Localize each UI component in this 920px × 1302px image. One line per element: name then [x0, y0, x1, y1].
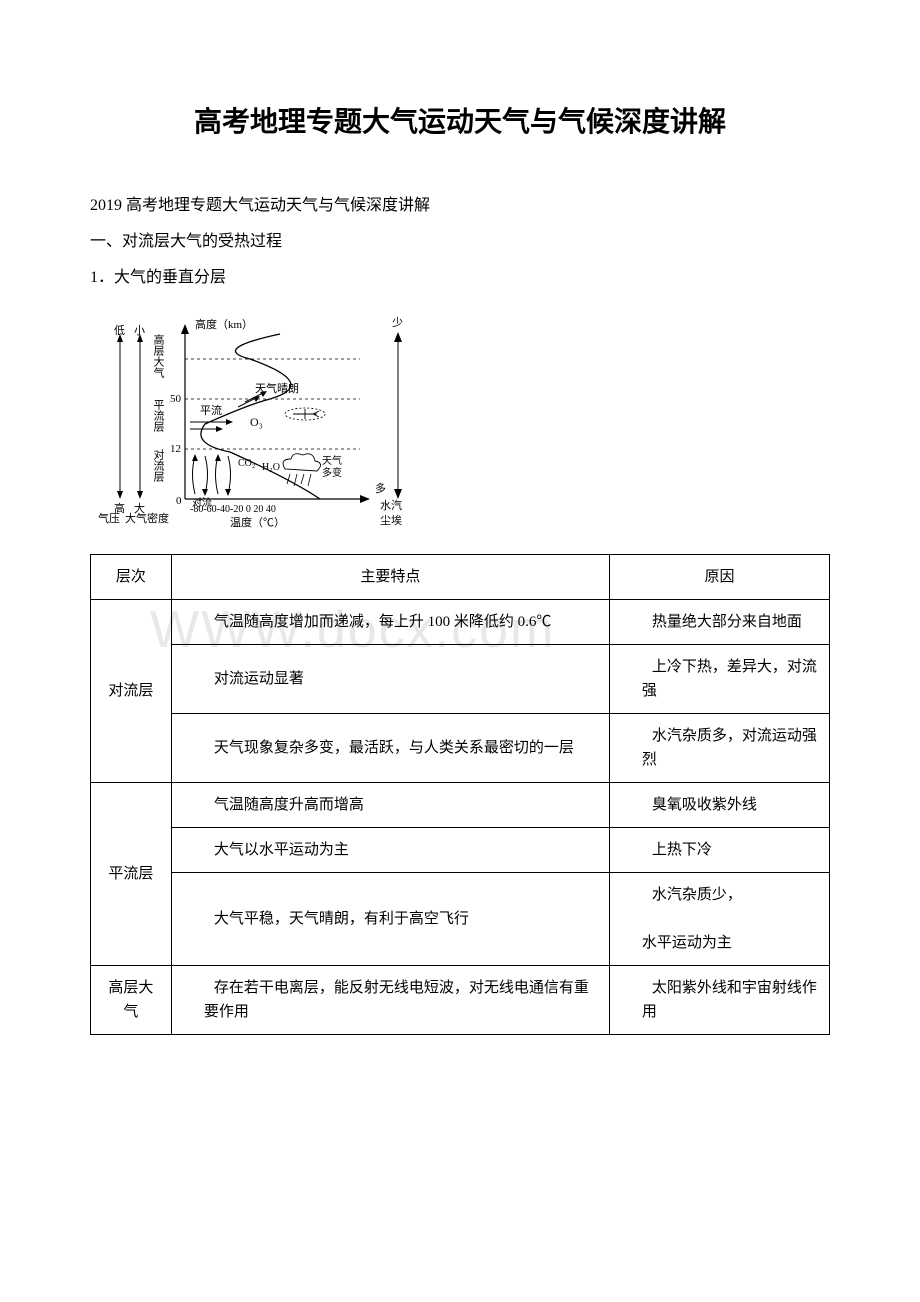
table-cell: 高层大气 [91, 966, 172, 1035]
table-header-row: 层次 主要特点 原因 [91, 555, 830, 600]
page-title: 高考地理专题大气运动天气与气候深度讲解 [90, 100, 830, 140]
svg-text:水汽: 水汽 [380, 498, 402, 512]
table-cell: 存在若干电离层，能反射无线电短波，对无线电通信有重要作用 [171, 966, 609, 1035]
table-cell: 气温随高度增加而递减，每上升 100 米降低约 0.6℃ [171, 600, 609, 645]
svg-text:50: 50 [170, 393, 182, 405]
paragraph-2: 一、对流层大气的受热过程 [90, 226, 830, 258]
table-cell: 太阳紫外线和宇宙射线作用 [609, 966, 829, 1035]
table-cell: 水汽杂质多，对流运动强烈 [609, 714, 829, 783]
svg-text:大气密度: 大气密度 [125, 511, 169, 525]
table-row: 大气平稳，天气晴朗，有利于高空飞行 水汽杂质少， 水平运动为主 [91, 873, 830, 966]
table-row: 平流层 气温随高度升高而增高 臭氧吸收紫外线 [91, 783, 830, 828]
table-cell: 大气以水平运动为主 [171, 828, 609, 873]
paragraph-3: 1．大气的垂直分层 [90, 262, 830, 294]
table-cell: 上冷下热，差异大，对流强 [609, 645, 829, 714]
svg-text:小: 小 [134, 324, 145, 337]
table-cell: 水汽杂质少， 水平运动为主 [609, 873, 829, 966]
svg-text:H₂O: H₂O [262, 462, 280, 473]
cell-line-1: 水汽杂质少， [622, 887, 742, 903]
table-header-cell: 层次 [91, 555, 172, 600]
svg-text:对流: 对流 [192, 496, 212, 509]
atmosphere-layers-table: 层次 主要特点 原因 对流层 气温随高度增加而递减，每上升 100 米降低约 0… [90, 554, 830, 1035]
table-cell: 对流层 [91, 600, 172, 783]
svg-text:尘埃: 尘埃 [380, 513, 402, 527]
svg-text:O₃: O₃ [250, 415, 263, 429]
svg-text:多: 多 [375, 481, 386, 495]
atmosphere-diagram: 低 高 气压 小 大 大气密度 高层大气 平流层 对流层 高度（km） -80-… [90, 304, 450, 534]
cell-line-2: 水平运动为主 [642, 931, 732, 955]
svg-text:多变: 多变 [322, 466, 342, 479]
table-row: 高层大气 存在若干电离层，能反射无线电短波，对无线电通信有重要作用 太阳紫外线和… [91, 966, 830, 1035]
svg-text:气压: 气压 [98, 511, 120, 525]
svg-text:12: 12 [170, 443, 181, 455]
table-header-cell: 原因 [609, 555, 829, 600]
table-header-cell: 主要特点 [171, 555, 609, 600]
table-cell: 平流层 [91, 783, 172, 966]
table-cell: 臭氧吸收紫外线 [609, 783, 829, 828]
table-cell: 气温随高度升高而增高 [171, 783, 609, 828]
svg-text:温度（℃）: 温度（℃） [230, 515, 285, 529]
paragraph-1: 2019 高考地理专题大气运动天气与气候深度讲解 [90, 190, 830, 222]
table-cell: 上热下冷 [609, 828, 829, 873]
svg-text:CO₂: CO₂ [238, 458, 255, 469]
svg-text:天气: 天气 [322, 454, 342, 467]
table-cell: 对流运动显著 [171, 645, 609, 714]
svg-text:低: 低 [114, 324, 125, 337]
page-content: 高考地理专题大气运动天气与气候深度讲解 2019 高考地理专题大气运动天气与气候… [90, 100, 830, 1035]
svg-text:平流: 平流 [200, 403, 222, 417]
svg-text:0: 0 [176, 495, 182, 507]
table-row: 对流运动显著 上冷下热，差异大，对流强 [91, 645, 830, 714]
table-cell: 天气现象复杂多变，最活跃，与人类关系最密切的一层 [171, 714, 609, 783]
table-cell: 热量绝大部分来自地面 [609, 600, 829, 645]
svg-text:少: 少 [392, 316, 403, 329]
table-row: 对流层 气温随高度增加而递减，每上升 100 米降低约 0.6℃ 热量绝大部分来… [91, 600, 830, 645]
svg-text:高度（km）: 高度（km） [195, 317, 253, 331]
table-row: 大气以水平运动为主 上热下冷 [91, 828, 830, 873]
table-row: 天气现象复杂多变，最活跃，与人类关系最密切的一层 水汽杂质多，对流运动强烈 [91, 714, 830, 783]
table-cell: 大气平稳，天气晴朗，有利于高空飞行 [171, 873, 609, 966]
